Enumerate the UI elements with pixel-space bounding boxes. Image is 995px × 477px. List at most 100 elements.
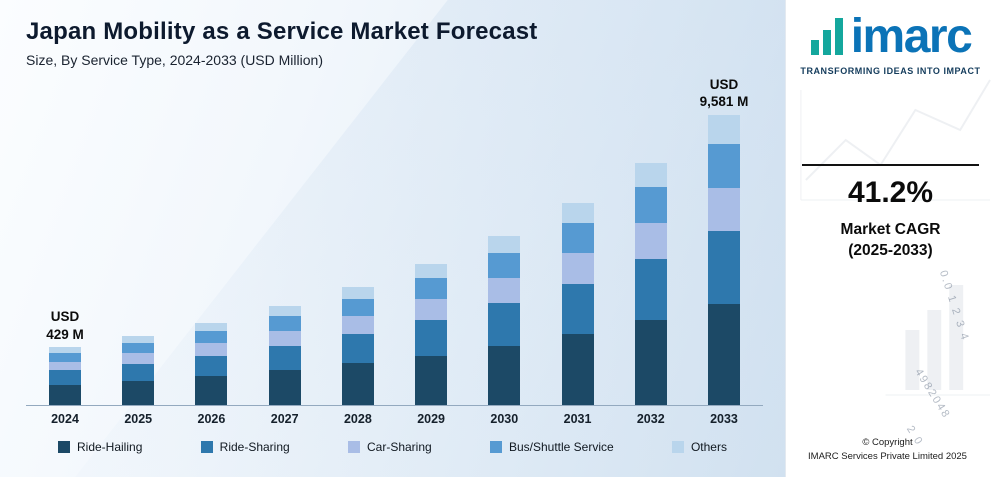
legend-item: Bus/Shuttle Service xyxy=(489,440,614,454)
legend-swatch xyxy=(200,441,213,453)
x-axis-label: 2029 xyxy=(417,412,445,426)
bar-column-2030 xyxy=(471,235,537,405)
cagr-divider xyxy=(802,164,979,166)
imarc-logo: imarc xyxy=(796,9,985,63)
stacked-bar xyxy=(49,347,81,405)
bar-segment-ride-hailing xyxy=(49,384,81,405)
bar-segment-bus-shuttle-service xyxy=(561,222,594,254)
bar-segment-car-sharing xyxy=(122,353,155,364)
stacked-bar xyxy=(561,202,594,406)
legend-label: Bus/Shuttle Service xyxy=(508,440,614,454)
bar-segment-ride-hailing xyxy=(268,370,301,405)
bar-segment-bus-shuttle-service xyxy=(341,298,374,317)
stacked-bar xyxy=(707,115,740,405)
legend-label: Ride-Hailing xyxy=(77,440,143,454)
bar-value-label: USD 429 M xyxy=(46,309,84,342)
cagr-label-line1: Market CAGR xyxy=(840,221,941,238)
bar-segment-ride-hailing xyxy=(341,363,374,405)
bar-column-2028 xyxy=(325,286,391,405)
decor-number: 0.0 1 2 3 4 xyxy=(936,268,972,344)
stacked-bar xyxy=(634,162,667,405)
bar-segment-ride-sharing xyxy=(122,363,155,381)
x-axis-label: 2027 xyxy=(270,412,299,426)
bar-column-2029 xyxy=(398,263,464,405)
bar-segment-ride-hailing xyxy=(707,303,740,405)
x-axis-label: 2030 xyxy=(490,412,519,426)
bar-segment-ride-hailing xyxy=(488,345,521,405)
bar-column-2026 xyxy=(178,322,244,406)
bar-segment-car-sharing xyxy=(561,253,594,284)
bar-column-2033: USD 9,581 M xyxy=(691,76,757,405)
bar-column-2027 xyxy=(252,306,318,405)
bar-segment-car-sharing xyxy=(341,316,374,334)
bar-segment-ride-sharing xyxy=(341,333,374,364)
bar-segment-bus-shuttle-service xyxy=(634,186,667,224)
x-axis-label: 2026 xyxy=(197,412,226,426)
bar-segment-others xyxy=(195,322,228,331)
bar-segment-bus-shuttle-service xyxy=(268,316,301,331)
legend-swatch xyxy=(489,441,502,453)
bar-segment-bus-shuttle-service xyxy=(415,277,448,299)
bar-segment-car-sharing xyxy=(268,330,301,346)
copyright-line1: © Copyright xyxy=(862,436,913,448)
brand-tagline: TRANSFORMING IDEAS INTO IMPACT xyxy=(800,66,981,76)
bar-segment-ride-sharing xyxy=(707,231,740,304)
x-axis-labels: 2024 2025 2026 2027 2028 2029 2030 2031 2032 2033 xyxy=(26,412,763,426)
bar-segment-bus-shuttle-service xyxy=(49,353,81,362)
chart-subtitle: Size, By Service Type, 2024-2033 (USD Mi… xyxy=(26,52,323,68)
bar-segment-others xyxy=(268,306,301,317)
legend-swatch xyxy=(671,441,684,453)
bar-segment-ride-sharing xyxy=(268,345,301,371)
legend-swatch xyxy=(58,441,70,453)
bar-segment-ride-sharing xyxy=(49,370,81,385)
stacked-bar xyxy=(122,336,155,405)
bar-segment-car-sharing xyxy=(707,187,740,231)
legend-swatch xyxy=(347,441,360,453)
bar-segment-others xyxy=(707,115,740,144)
bar-segment-others xyxy=(49,347,81,354)
cagr-value: 41.2% xyxy=(847,176,934,209)
bar-segment-others xyxy=(561,202,594,223)
bars-area: USD 429 M USD 9,581 M xyxy=(26,76,763,406)
bar-segment-bus-shuttle-service xyxy=(488,252,521,279)
stacked-bar xyxy=(268,306,301,405)
x-axis-label: 2033 xyxy=(710,412,738,426)
bar-segment-car-sharing xyxy=(488,278,521,304)
bar-segment-ride-hailing xyxy=(561,334,594,405)
bar-segment-car-sharing xyxy=(49,361,81,371)
bar-segment-ride-hailing xyxy=(634,320,667,405)
x-axis-label: 2025 xyxy=(124,412,153,426)
bar-column-2031 xyxy=(545,202,611,406)
legend-item: Car-Sharing xyxy=(347,440,432,454)
bar-segment-bus-shuttle-service xyxy=(707,144,740,188)
bar-segment-ride-sharing xyxy=(195,355,228,377)
imarc-logo-text: imarc xyxy=(850,9,973,63)
x-axis-label: 2032 xyxy=(636,412,665,426)
bar-segment-bus-shuttle-service xyxy=(122,342,155,354)
bar-segment-others xyxy=(415,263,448,278)
chart-header: Japan Mobility as a Service Market Forec… xyxy=(26,18,763,68)
bar-segment-car-sharing xyxy=(415,298,448,321)
chart-title: Japan Mobility as a Service Market Forec… xyxy=(26,18,538,45)
imarc-logo-icon xyxy=(810,18,843,55)
bar-column-2032 xyxy=(618,162,684,405)
bar-segment-others xyxy=(634,162,667,187)
x-axis-label: 2024 xyxy=(51,412,79,426)
bar-segment-others xyxy=(341,286,374,299)
bar-segment-ride-sharing xyxy=(415,320,448,356)
cagr-label: Market CAGR (2025-2033) xyxy=(796,220,985,262)
bar-segment-others xyxy=(122,336,155,343)
legend-item: Ride-Sharing xyxy=(200,440,290,454)
stacked-bar xyxy=(195,322,228,406)
chart-panel: Japan Mobility as a Service Market Forec… xyxy=(0,0,785,477)
bar-segment-ride-sharing xyxy=(488,303,521,346)
bar-column-2025 xyxy=(105,336,171,405)
x-axis-label: 2031 xyxy=(563,412,592,426)
decor-number: 4982048 xyxy=(912,366,953,422)
stacked-bar xyxy=(488,235,521,405)
x-axis-label: 2028 xyxy=(343,412,372,426)
cagr-label-line2: (2025-2033) xyxy=(848,241,933,259)
brand-sidebar: 0.0 1 2 3 4 4982048 2 0 imarc TRANSFORMI… xyxy=(785,0,995,477)
bar-segment-ride-hailing xyxy=(122,380,155,405)
